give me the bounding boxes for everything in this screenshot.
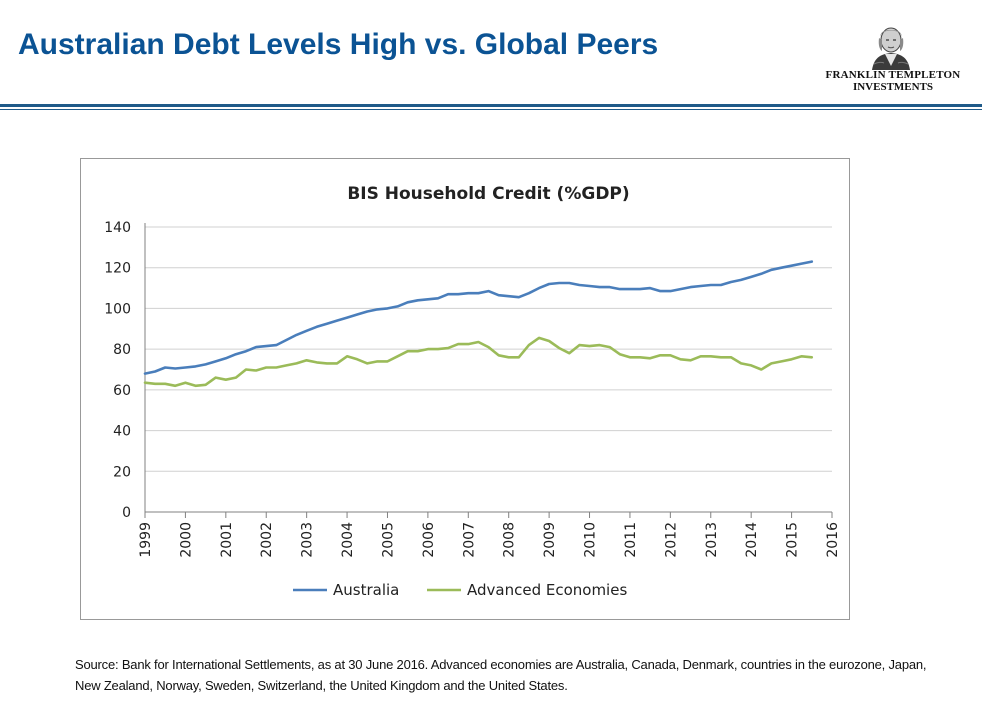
x-tick-label: 2005 <box>380 522 396 558</box>
portrait-icon <box>868 22 914 70</box>
x-tick-label: 2003 <box>300 522 316 558</box>
logo-company-subtitle: INVESTMENTS <box>852 81 934 93</box>
chart-title: BIS Household Credit (%GDP) <box>347 184 629 204</box>
x-tick-label: 2015 <box>785 522 801 558</box>
x-tick-label: 2011 <box>623 522 639 558</box>
line-chart: BIS Household Credit (%GDP) 0 20 40 60 80 100 1… <box>104 184 841 599</box>
x-tick-label: 2007 <box>461 522 477 558</box>
source-note: Source: Bank for International Settlemen… <box>75 657 927 693</box>
x-tick-label: 2001 <box>219 522 235 558</box>
series-line-australia <box>143 260 814 375</box>
header-rule-thin <box>0 109 982 110</box>
x-tick-label: 2013 <box>704 522 720 558</box>
series-line-advanced-economies <box>143 336 814 388</box>
slide-title: Australian Debt Levels High vs. Global P… <box>18 28 659 61</box>
y-tick-label: 0 <box>122 505 131 521</box>
logo-company-name: FRANKLIN TEMPLETON <box>825 69 961 81</box>
y-tick-label: 120 <box>104 261 131 277</box>
x-tick-label: 2012 <box>663 522 679 558</box>
header-rule <box>0 104 982 107</box>
y-tick-label: 80 <box>113 342 131 358</box>
x-tick-label: 2014 <box>744 522 760 558</box>
franklin-templeton-logo: FRANKLIN TEMPLETON INVESTMENTS <box>820 22 970 94</box>
legend-label-australia: Australia <box>333 581 399 599</box>
x-tick-label: 2010 <box>583 522 599 558</box>
legend-label-advanced-economies: Advanced Economies <box>467 581 627 599</box>
x-tick-label: 2004 <box>340 522 356 558</box>
x-tick-label: 2008 <box>502 522 518 558</box>
x-tick-label: 2016 <box>825 522 841 558</box>
y-tick-label: 20 <box>113 464 131 480</box>
x-tick-label: 2009 <box>542 522 558 558</box>
x-tick-label: 2000 <box>178 522 194 558</box>
y-tick-label: 100 <box>104 301 131 317</box>
x-tick-label: 2002 <box>259 522 275 558</box>
y-tick-label: 60 <box>113 383 131 399</box>
y-tick-label: 40 <box>113 424 131 440</box>
y-tick-label: 140 <box>104 220 131 236</box>
x-tick-label: 1999 <box>138 522 154 558</box>
chart-frame: BIS Household Credit (%GDP) 0 20 40 60 80 100 1… <box>80 158 850 620</box>
x-tick-label: 2006 <box>421 522 437 558</box>
